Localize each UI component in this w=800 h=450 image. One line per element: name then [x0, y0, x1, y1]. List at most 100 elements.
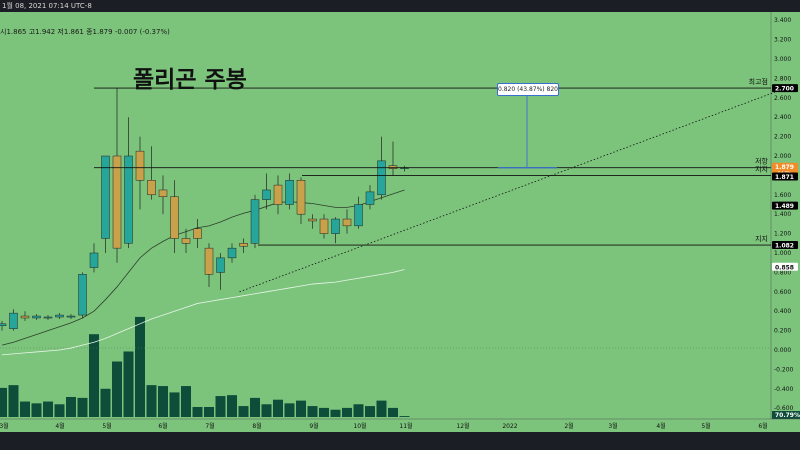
time-tick-label: 12월	[456, 422, 469, 430]
volume-pct-box	[772, 411, 800, 419]
price-tick-label: 2.400	[774, 114, 791, 121]
candle[interactable]	[342, 218, 352, 227]
volume-bar	[261, 404, 272, 417]
price-box-text: 1.489	[775, 203, 794, 210]
candle[interactable]	[158, 189, 168, 197]
candle[interactable]	[204, 247, 214, 275]
candle[interactable]	[296, 180, 306, 215]
candle[interactable]	[227, 247, 237, 259]
volume-bar	[54, 404, 65, 417]
volume-bar	[399, 416, 410, 417]
candle[interactable]	[331, 218, 340, 234]
volume-bar	[388, 407, 398, 417]
candle[interactable]	[89, 252, 99, 268]
volume-bar	[100, 388, 111, 417]
candle[interactable]	[9, 312, 18, 329]
candle[interactable]	[55, 314, 64, 318]
level-price-box-text: 1.879	[775, 164, 794, 171]
candle[interactable]	[135, 150, 145, 181]
volume-bar	[43, 401, 53, 417]
candle[interactable]	[308, 218, 317, 222]
price-tick-label: 3.000	[774, 56, 791, 63]
price-tick-label: -0.200	[774, 366, 794, 373]
candle[interactable]	[319, 218, 329, 234]
time-tick-label: 5월	[102, 422, 111, 430]
bottom-toolbar[interactable]	[0, 432, 800, 450]
volume-bar	[284, 403, 295, 417]
time-tick-label: 10월	[353, 422, 366, 430]
ma-long-line	[1, 269, 405, 356]
price-tick-label: 2.600	[774, 95, 791, 102]
price-box	[772, 172, 798, 181]
candle[interactable]	[124, 155, 133, 244]
volume-bar	[135, 316, 145, 417]
ohlc-readout: 시1.865 고1.942 저1.861 종1.879 -0.007 (-0.3…	[0, 28, 170, 36]
level-price-box	[772, 241, 798, 250]
candle[interactable]	[388, 165, 398, 169]
level-label: 지지	[755, 165, 768, 174]
time-tick-label: 2022	[502, 423, 517, 430]
candle[interactable]	[78, 274, 87, 316]
volume-bar	[376, 400, 387, 417]
candle[interactable]	[377, 160, 386, 196]
candle[interactable]	[354, 204, 363, 227]
time-tick-label: 11월	[399, 422, 412, 430]
candle[interactable]	[273, 184, 283, 205]
candle[interactable]	[43, 316, 53, 319]
price-tick-label: 3.200	[774, 37, 791, 44]
candle[interactable]	[285, 180, 294, 205]
candle[interactable]	[112, 155, 122, 249]
level-label: 지지	[755, 234, 768, 243]
candle[interactable]	[216, 257, 225, 273]
level-label: 최고점	[749, 77, 768, 86]
candle[interactable]	[239, 243, 248, 247]
candle[interactable]	[262, 189, 271, 200]
time-axis[interactable]	[0, 419, 800, 432]
volume-bar	[227, 395, 237, 417]
datetime-text: 1월 08, 2021 07:14 UTC-8	[2, 2, 92, 10]
candle[interactable]	[147, 180, 156, 196]
price-tick-label: 1.400	[774, 211, 791, 218]
volume-bar	[353, 404, 364, 417]
volume-bar	[238, 406, 249, 417]
level-price-box	[772, 84, 798, 93]
candle[interactable]	[66, 315, 76, 318]
price-box-text: 0.858	[775, 264, 794, 271]
level-label: 저항	[755, 157, 768, 166]
price-tick-label: 1.200	[774, 231, 791, 238]
chart-area[interactable]: 3.400 3.200 3.000 2.800 2.600 2.400 2.200 2.000…	[0, 12, 800, 450]
price-tick-label: -0.400	[774, 386, 794, 393]
candle[interactable]	[193, 228, 202, 239]
candle[interactable]	[250, 199, 260, 244]
price-axis[interactable]	[771, 12, 800, 432]
candle[interactable]	[365, 191, 375, 205]
candle[interactable]	[101, 155, 110, 239]
volume-bar	[365, 406, 375, 417]
price-tick-label: 0.200	[774, 328, 791, 335]
candle[interactable]	[170, 196, 179, 239]
time-tick-label: 6월	[758, 422, 767, 430]
volume-bar	[169, 392, 180, 417]
price-tick-label: 2.800	[774, 75, 791, 82]
volume-bar	[319, 407, 329, 417]
time-tick-label: 7월	[205, 422, 214, 430]
price-tick-label: 2.200	[774, 134, 791, 141]
time-tick-label: 8월	[252, 422, 261, 430]
price-tick-label: 0.400	[774, 308, 791, 315]
volume-bar	[89, 334, 99, 417]
price-box-text: 1.871	[775, 174, 794, 181]
volume-bar	[296, 400, 306, 417]
candle[interactable]	[0, 323, 7, 326]
volume-bar	[8, 385, 19, 417]
level-price-box-text: 1.082	[775, 243, 794, 250]
candle[interactable]	[20, 315, 30, 319]
volume-bar	[307, 406, 318, 417]
candle[interactable]	[181, 238, 191, 244]
price-tick-label: 0.000	[774, 347, 791, 354]
price-chart[interactable]: 3.400 3.200 3.000 2.800 2.600 2.400 2.200 2.000…	[0, 12, 800, 450]
candle[interactable]	[32, 315, 41, 319]
volume-bar	[123, 351, 134, 417]
chart-title: 폴리곤 주봉	[133, 67, 247, 93]
level-price-box	[772, 162, 798, 171]
level-price-box-text: 2.700	[775, 86, 794, 93]
